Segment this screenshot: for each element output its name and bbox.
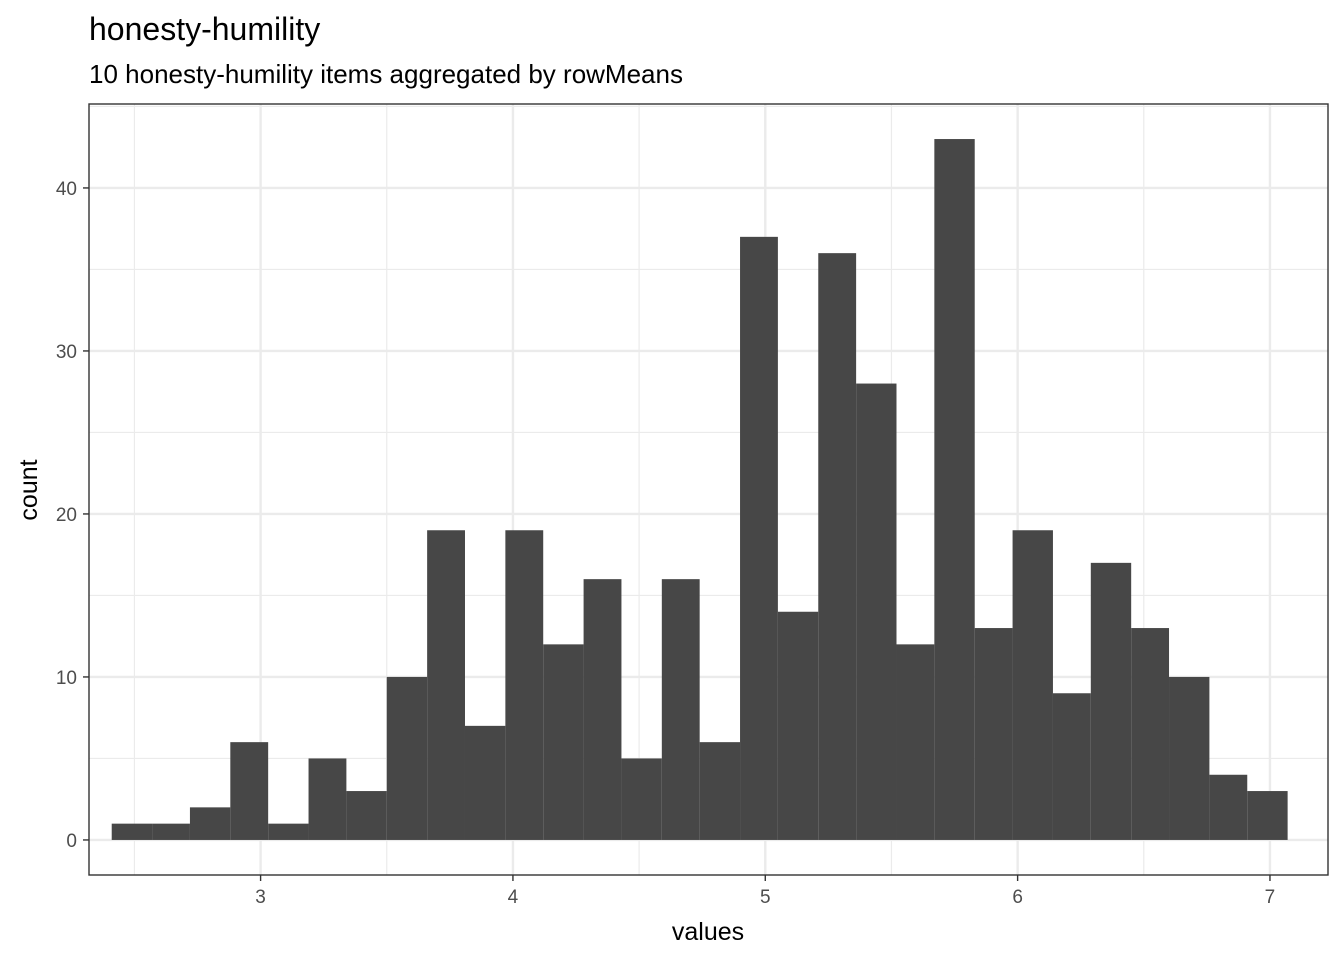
histogram-bar xyxy=(699,742,741,840)
x-axis: 3 4 5 6 7 xyxy=(255,875,1275,908)
y-tick-label: 0 xyxy=(66,831,77,852)
histogram-bar xyxy=(464,725,506,840)
histogram-bar xyxy=(661,579,700,840)
histogram-bar xyxy=(111,823,153,840)
histogram-bar xyxy=(1012,530,1053,840)
histogram-bar xyxy=(1131,628,1170,840)
histogram-bar xyxy=(346,791,387,840)
y-tick-label: 20 xyxy=(56,505,77,526)
histogram-bar xyxy=(1169,676,1210,840)
histogram-bar xyxy=(230,742,269,840)
x-axis-title: values xyxy=(672,918,744,946)
y-axis: 0 10 20 30 40 xyxy=(56,179,89,852)
chart-subtitle: 10 honesty-humility items aggregated by … xyxy=(89,59,683,89)
x-tick-label: 7 xyxy=(1265,887,1276,908)
histogram-bar xyxy=(934,139,975,840)
histogram-bar xyxy=(386,676,428,840)
y-axis-title: count xyxy=(15,459,43,520)
histogram-bar xyxy=(1247,791,1288,840)
histogram-bar xyxy=(583,579,622,840)
histogram-bar xyxy=(1209,774,1248,840)
histogram-bar xyxy=(856,383,897,840)
histogram-bar xyxy=(505,530,544,840)
x-tick-label: 6 xyxy=(1012,887,1023,908)
y-tick-label: 40 xyxy=(56,179,77,200)
histogram-bar xyxy=(1090,562,1132,840)
x-tick-label: 5 xyxy=(760,887,771,908)
panel-border xyxy=(88,103,1329,876)
histogram-bar xyxy=(1052,693,1091,840)
histogram-bar xyxy=(427,530,465,840)
histogram-bar xyxy=(621,758,662,840)
y-tick-label: 10 xyxy=(56,668,77,689)
histogram-bar xyxy=(543,644,584,840)
x-tick-label: 4 xyxy=(508,887,519,908)
histogram-bar xyxy=(818,253,857,840)
panel-frame xyxy=(88,103,1329,876)
histogram-bar xyxy=(777,611,819,840)
histogram-bar xyxy=(189,807,231,840)
histogram-bar xyxy=(740,236,778,840)
histogram-bar xyxy=(268,823,309,840)
y-tick-label: 30 xyxy=(56,342,77,363)
x-tick-label: 3 xyxy=(255,887,266,908)
histogram-bars xyxy=(111,139,1288,840)
histogram-bar xyxy=(896,644,935,840)
chart-title: honesty-humility xyxy=(89,11,321,47)
histogram-bar xyxy=(152,823,190,840)
histogram-bar xyxy=(308,758,347,840)
histogram-bar xyxy=(974,628,1013,840)
